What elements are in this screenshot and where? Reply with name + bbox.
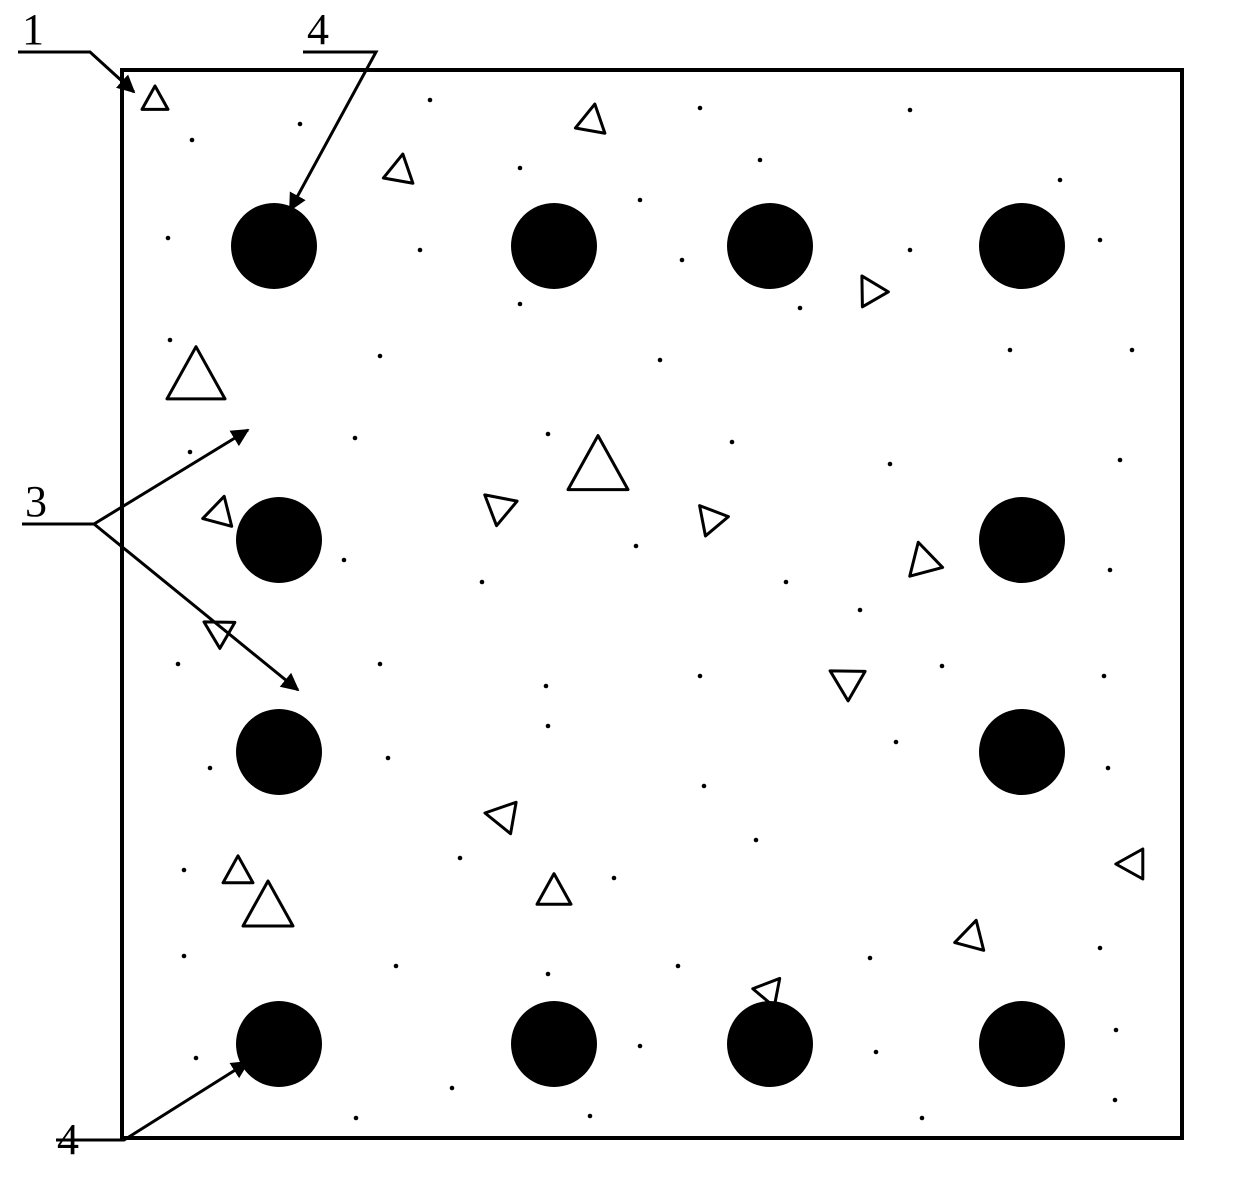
callout-label-4-bottom: 4 <box>57 1115 79 1164</box>
rebar-dot <box>727 1001 813 1087</box>
callout-label-3: 3 <box>25 477 47 526</box>
callout-label-4-top: 4 <box>307 5 329 54</box>
rebar-dot <box>511 1001 597 1087</box>
callout-label-1: 1 <box>22 5 44 54</box>
rebar-dot <box>979 1001 1065 1087</box>
rebar-dot <box>236 497 322 583</box>
rebar-dot <box>979 709 1065 795</box>
rebar-dot <box>231 203 317 289</box>
leader-1 <box>18 52 134 92</box>
rebar-dot <box>236 1001 322 1087</box>
rebar-dot <box>236 709 322 795</box>
rebar-dot <box>511 203 597 289</box>
rebar-dot <box>979 203 1065 289</box>
rebar-dot <box>727 203 813 289</box>
rebar-dot <box>979 497 1065 583</box>
